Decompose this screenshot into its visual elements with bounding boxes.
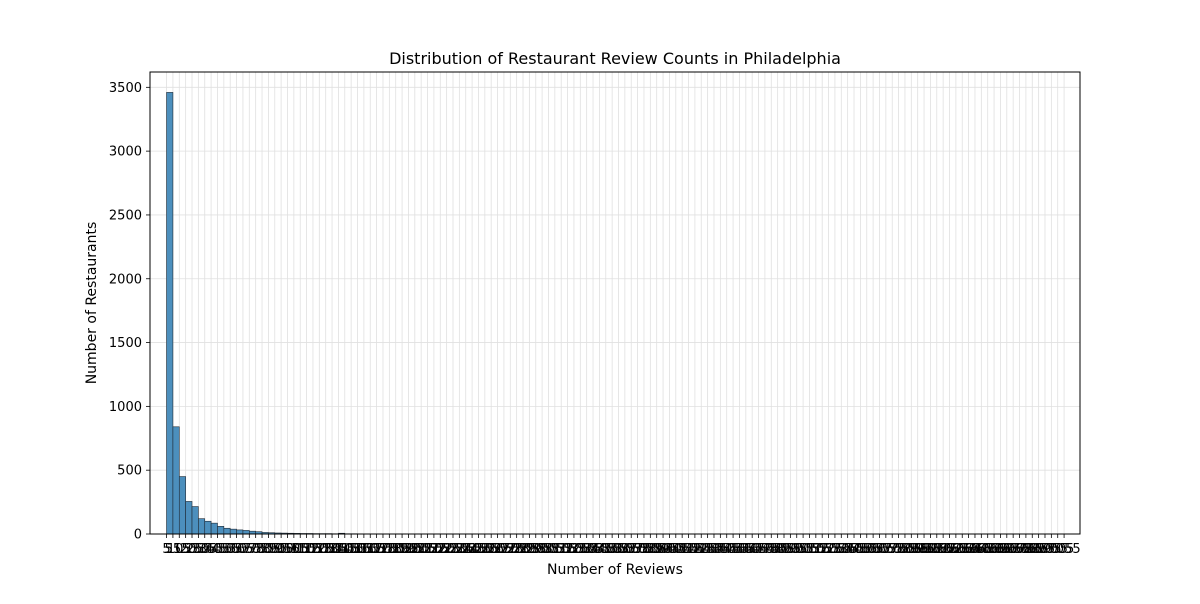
histogram-bar: [167, 92, 173, 534]
histogram-bar: [230, 529, 236, 534]
chart-title: Distribution of Restaurant Review Counts…: [389, 49, 841, 68]
histogram-bar: [217, 526, 223, 534]
plot-frame: [150, 72, 1080, 534]
histogram-bar: [198, 519, 204, 534]
grid-layer: [150, 72, 1080, 534]
histogram-bar: [243, 530, 249, 534]
histogram-bar: [237, 530, 243, 534]
y-tick-label: 3000: [109, 145, 142, 160]
y-tick-label: 2000: [109, 272, 142, 287]
histogram-bar: [186, 501, 192, 534]
histogram-bar: [224, 528, 230, 534]
y-tick-label: 2500: [109, 208, 142, 223]
bars-layer: [167, 92, 479, 534]
histogram-bar: [211, 523, 217, 534]
x-tick-label: 7055: [1048, 542, 1081, 557]
x-axis-label: Number of Reviews: [547, 562, 683, 578]
y-tick-label: 500: [117, 464, 142, 479]
y-tick-label: 1000: [109, 400, 142, 415]
y-axis-label: Number of Restaurants: [84, 222, 100, 385]
histogram-bar: [205, 521, 211, 534]
y-tick-label: 3500: [109, 81, 142, 96]
x-axis-ticks: 5551051552052553053554054555055556056557…: [162, 534, 1080, 557]
y-tick-label: 1500: [109, 336, 142, 351]
y-axis-ticks: 0 500 1000 1500 2000 2500 3000 3500: [109, 81, 150, 543]
histogram-bar: [173, 427, 179, 534]
histogram-bar: [192, 507, 198, 534]
histogram-bar: [179, 477, 185, 534]
y-tick-label: 0: [134, 528, 142, 543]
